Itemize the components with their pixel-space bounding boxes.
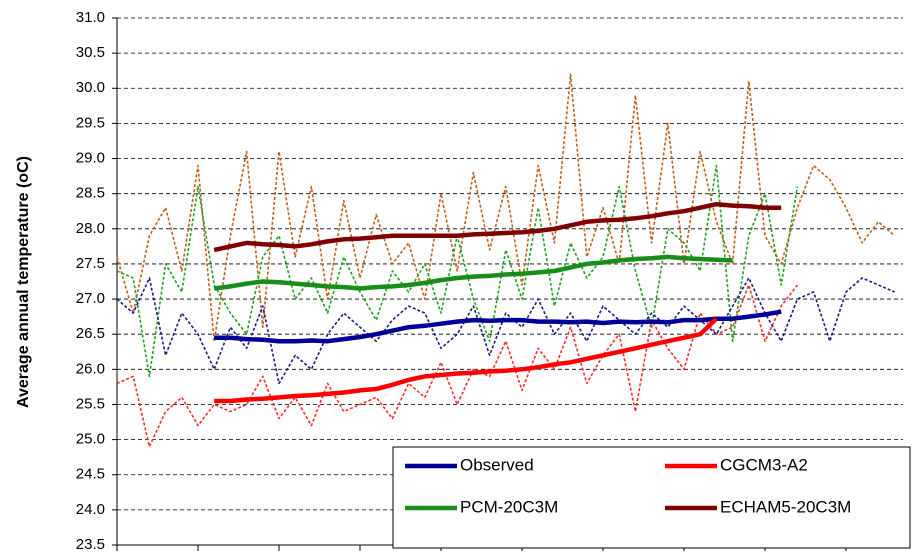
line [214,309,782,344]
y-tick-label: 27.5 [76,255,105,272]
y-tick-label: 24.0 [76,501,105,518]
y-tick-label: 29.5 [76,114,105,131]
legend-box [392,446,911,549]
legend-label: CGCM3-A2 [720,455,808,474]
y-tick-label: 29.0 [76,150,105,167]
line [214,317,718,404]
dotted-line [116,277,895,385]
y-tick-label: 25.0 [76,431,105,448]
y-tick-label: 26.0 [76,360,105,377]
line [213,201,782,253]
dotted-line [116,284,799,448]
line [213,254,733,291]
y-tick-label: 27.0 [76,290,105,307]
y-tick-label: 28.5 [76,185,105,202]
y-tick-label: 30.5 [76,44,105,61]
y-tick-label: 25.5 [76,395,105,412]
legend-label: ECHAM5-20C3M [720,497,851,516]
y-tick-label: 26.5 [76,325,105,342]
legend-label: PCM-20C3M [460,497,558,516]
y-tick-label: 30.0 [76,79,105,96]
y-axis-title: Average annual temperature (oC) [15,156,32,408]
dotted-line [116,73,896,342]
y-tick-label: 28.0 [76,220,105,237]
y-tick-label: 31.0 [76,9,105,26]
y-tick-label: 24.5 [76,466,105,483]
legend-label: Observed [460,455,534,474]
y-tick-label: 23.5 [76,536,105,553]
